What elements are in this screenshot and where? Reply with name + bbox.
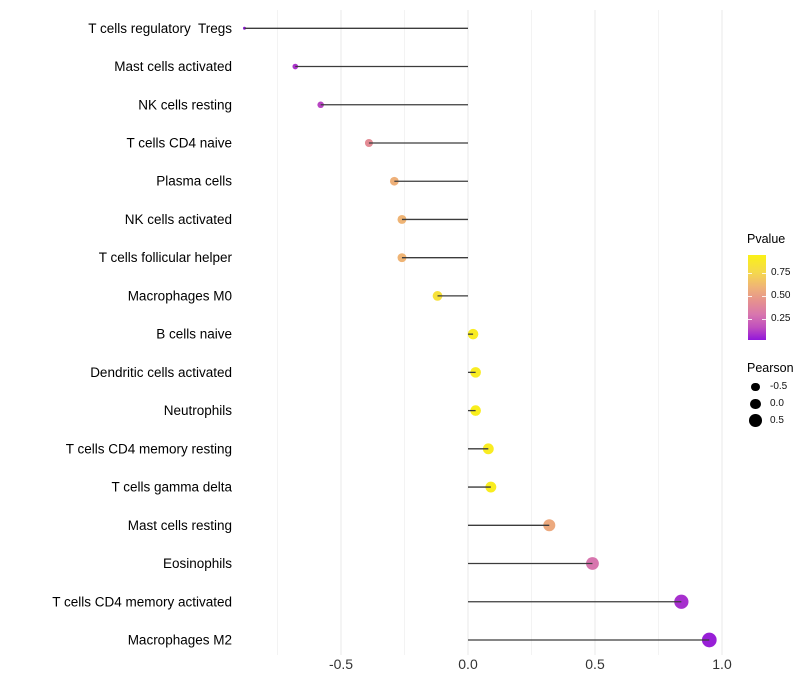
pvalue-colorbar-tick-label: 0.50 [771,290,791,302]
pearson-legend-title: Pearson [747,361,794,375]
pearson-size-label: 0.0 [770,398,784,409]
pvalue-colorbar-tickmark [748,296,752,298]
category-label: T cells follicular helper [99,250,233,265]
pearson-size-label: 0.5 [770,414,784,426]
pvalue-colorbar [748,255,766,340]
category-label: T cells CD4 memory activated [52,594,232,609]
category-label: Dendritic cells activated [90,365,232,380]
pvalue-colorbar-tick-label: 0.75 [771,266,791,278]
category-label: Eosinophils [163,556,232,571]
pearson-size-dot [751,382,761,392]
category-label: T cells CD4 memory resting [66,441,232,456]
x-tick-label: 0.0 [458,656,478,672]
pearson-size-label: -0.5 [770,381,788,392]
category-label: T cells regulatory Tregs [88,21,232,36]
pvalue-colorbar-tickmark [748,272,752,274]
category-label: Mast cells activated [114,59,232,74]
category-label: T cells gamma delta [111,480,232,495]
pearson-size-dot [750,398,762,410]
category-label: NK cells activated [125,212,232,227]
category-label: B cells naive [156,327,232,342]
x-tick-label: 1.0 [712,656,732,672]
category-label: Plasma cells [156,174,232,189]
pvalue-colorbar-tickmark [762,319,766,321]
x-tick-label: 0.5 [585,656,605,672]
category-label: NK cells resting [138,97,232,112]
pvalue-colorbar-tick-label: 0.25 [771,313,791,325]
pvalue-colorbar-tickmark [762,296,766,298]
category-label: Neutrophils [164,403,233,418]
category-label: Macrophages M0 [128,288,232,303]
lollipop-dot [292,63,299,70]
pvalue-colorbar-tickmark [748,319,752,321]
pearson-size-dot [749,414,763,427]
category-label: Macrophages M2 [128,632,232,647]
lollipop-dot [701,632,717,648]
x-tick-label: -0.5 [329,656,353,672]
pvalue-colorbar-tickmark [762,272,766,274]
pvalue-legend-title: Pvalue [747,232,786,246]
category-label: T cells CD4 naive [126,135,232,150]
category-label: Mast cells resting [128,518,232,533]
